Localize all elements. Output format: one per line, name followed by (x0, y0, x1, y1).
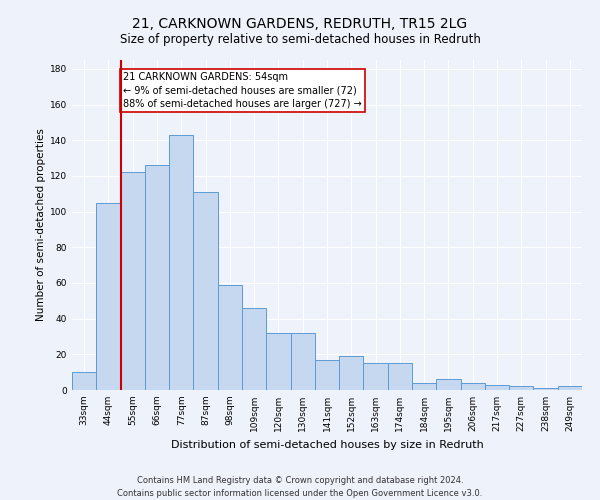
Bar (315, 360, 339, 390)
X-axis label: Distribution of semi-detached houses by size in Redruth: Distribution of semi-detached houses by … (170, 440, 484, 450)
Bar (461, 383, 485, 390)
Bar (412, 383, 436, 390)
Bar (193, 192, 218, 390)
Bar (121, 172, 145, 390)
Bar (533, 388, 558, 390)
Bar (558, 386, 582, 390)
Bar (485, 384, 509, 390)
Bar (96, 202, 121, 390)
Y-axis label: Number of semi-detached properties: Number of semi-detached properties (36, 128, 46, 322)
Bar (242, 308, 266, 390)
Bar (72, 372, 96, 390)
Bar (266, 333, 290, 390)
Bar (218, 285, 242, 390)
Bar (509, 386, 533, 390)
Bar (339, 356, 364, 390)
Text: Size of property relative to semi-detached houses in Redruth: Size of property relative to semi-detach… (119, 32, 481, 46)
Text: 21 CARKNOWN GARDENS: 54sqm
← 9% of semi-detached houses are smaller (72)
88% of : 21 CARKNOWN GARDENS: 54sqm ← 9% of semi-… (123, 72, 362, 109)
Bar (290, 333, 315, 390)
Text: Contains HM Land Registry data © Crown copyright and database right 2024.
Contai: Contains HM Land Registry data © Crown c… (118, 476, 482, 498)
Bar (388, 363, 412, 390)
Text: 21, CARKNOWN GARDENS, REDRUTH, TR15 2LG: 21, CARKNOWN GARDENS, REDRUTH, TR15 2LG (133, 18, 467, 32)
Bar (436, 380, 461, 390)
Bar (364, 363, 388, 390)
Bar (145, 165, 169, 390)
Bar (169, 135, 193, 390)
